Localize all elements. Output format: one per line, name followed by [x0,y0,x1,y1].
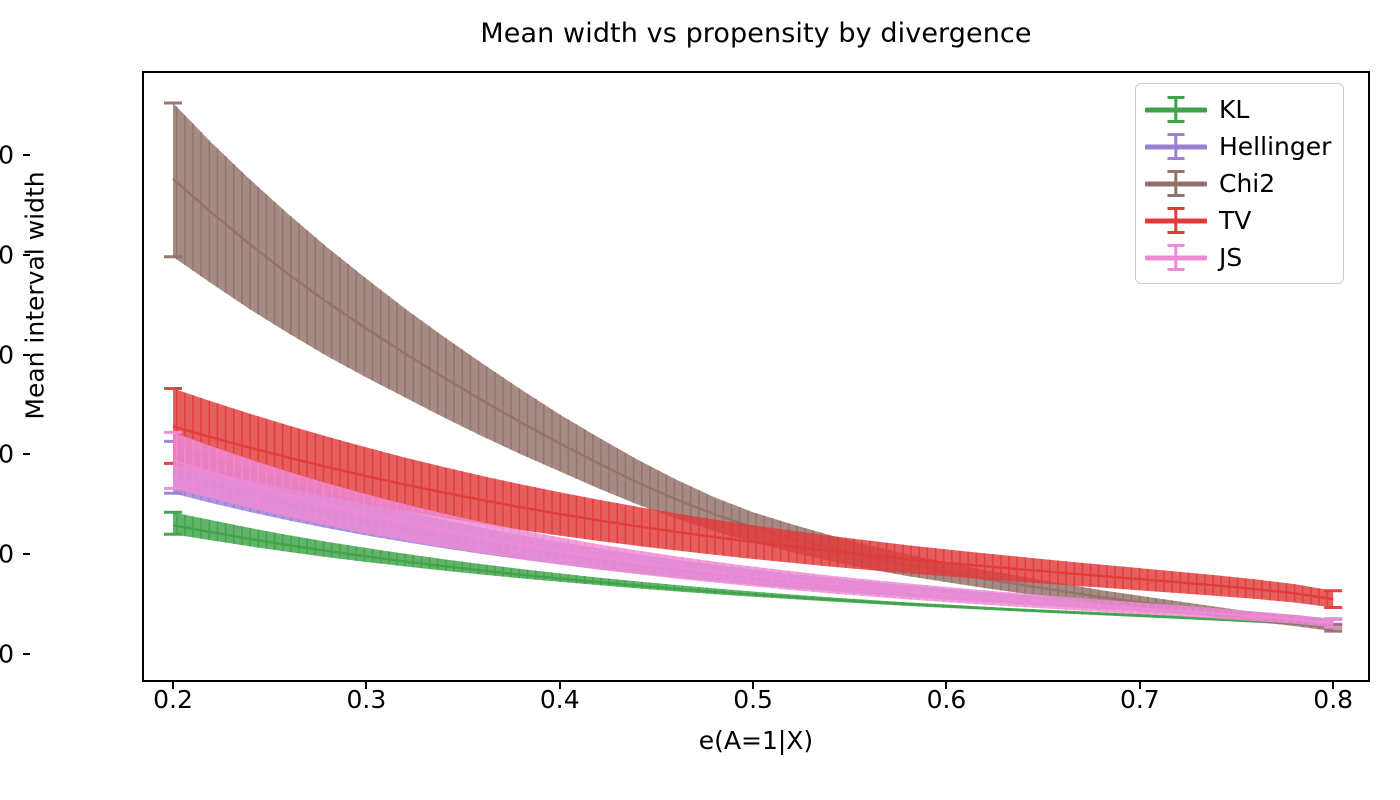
x-tick-mark [172,682,174,689]
y-tick-label: 150 [0,340,14,370]
legend-label: JS [1219,243,1243,272]
plot-area [144,73,1368,680]
mean-line [172,524,1334,628]
mean-line [172,459,1334,625]
legend-item-chi2[interactable]: Chi2 [1145,165,1331,202]
x-tick-mark [558,682,561,689]
y-tick-mark [23,353,30,356]
legend-item-js[interactable]: JS [1145,239,1331,276]
x-tick-label: 0.7 [1119,685,1160,714]
x-tick-label: 0.6 [926,685,967,714]
series-canvas [164,101,1343,633]
y-tick-mark [23,553,30,556]
x-tick-mark [365,682,368,689]
x-tick-label: 0.4 [539,685,580,714]
x-tick-mark [945,682,948,689]
y-tick-label: 50 [0,539,14,569]
y-tick-label: 250 [0,140,14,170]
legend-errorbar-icon [1145,128,1207,165]
x-tick-label: 0.2 [153,685,193,714]
legend-label: Hellinger [1219,132,1332,161]
x-tick-label: 0.8 [1313,685,1354,714]
x-tick-mark [1138,682,1141,689]
x-tick-label: 0.3 [346,685,387,714]
mean-line [172,425,1334,601]
legend-item-kl[interactable]: KL [1145,91,1331,128]
legend-label: TV [1219,206,1252,235]
x-axis-label: e(A=1|X) [698,726,814,755]
legend-errorbar-icon [1145,165,1207,202]
legend-label: Chi2 [1219,169,1276,198]
y-tick-label: 100 [0,439,14,469]
legend-errorbar-icon [1145,202,1207,239]
legend-errorbar-icon [1145,239,1207,276]
x-tick-mark [1332,682,1335,689]
y-tick-mark [23,153,30,156]
y-axis-label: Mean interval width [20,171,50,420]
y-tick-label: 200 [0,240,14,270]
x-tick-mark [752,682,755,689]
page-title: Mean width vs propensity by divergence [480,18,1032,49]
y-tick-mark [23,253,30,256]
y-tick-label: 0 [0,639,14,669]
legend-label: KL [1219,95,1250,124]
y-tick-mark [23,653,30,656]
legend-item-hellinger[interactable]: Hellinger [1145,128,1331,165]
legend-errorbar-icon [1145,91,1207,128]
legend-item-tv[interactable]: TV [1145,202,1331,239]
legend[interactable]: KL Hellinger Chi2 TV JS [1135,83,1345,284]
series-js [164,430,1343,629]
y-tick-mark [23,453,30,456]
x-tick-label: 0.5 [733,685,773,714]
